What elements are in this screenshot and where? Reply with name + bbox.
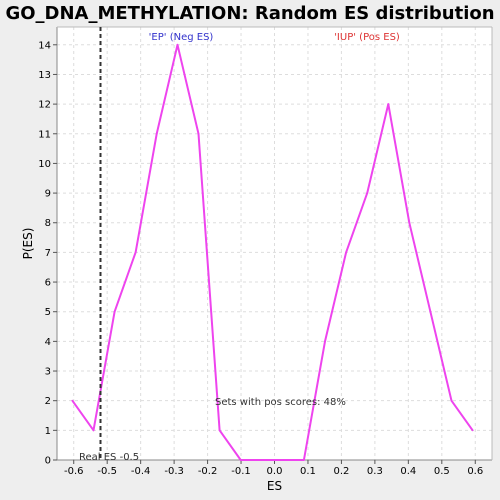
y-tick-label: 8 <box>45 218 51 229</box>
y-tick-label: 9 <box>45 189 51 200</box>
x-tick-label: 0.0 <box>267 466 283 477</box>
es-distribution-line <box>71 43 474 461</box>
x-tick-label: 0.2 <box>333 466 349 477</box>
data-point <box>408 221 411 224</box>
data-point <box>134 251 137 254</box>
data-point <box>176 43 179 46</box>
x-tick-label: 0.4 <box>400 466 416 477</box>
y-tick-label: 3 <box>45 367 51 378</box>
chart-title: GO_DNA_METHYLATION: Random ES distributi… <box>5 3 494 24</box>
y-tick-label: 14 <box>38 40 51 51</box>
data-point <box>324 340 326 343</box>
y-tick-label: 11 <box>38 129 51 140</box>
x-tick-label: -0.6 <box>64 466 84 477</box>
y-tick-label: 2 <box>45 396 51 407</box>
x-tick-label: 0.5 <box>434 466 450 477</box>
x-tick-label: -0.5 <box>97 466 117 477</box>
data-point <box>155 132 158 135</box>
x-tick-label: 0.3 <box>367 466 383 477</box>
neg-es-label: 'EP' (Neg ES) <box>149 32 214 43</box>
data-point <box>218 429 221 432</box>
data-point <box>260 459 263 461</box>
y-tick-label: 7 <box>45 248 51 259</box>
series-layer <box>71 43 474 461</box>
y-tick-label: 12 <box>38 100 51 111</box>
axis-ticks: -0.6 -0.5 -0.4 -0.3 -0.2 -0.1 0.0 0.1 0.2 0.3 0.4 0… <box>38 40 483 477</box>
x-tick-label: -0.3 <box>164 466 184 477</box>
data-point <box>113 310 116 313</box>
x-axis-label: ES <box>267 479 282 493</box>
data-point <box>345 251 348 254</box>
x-tick-label: -0.4 <box>131 466 151 477</box>
x-tick-label: -0.1 <box>231 466 251 477</box>
grid-lines <box>57 27 492 461</box>
x-tick-label: 0.6 <box>467 466 483 477</box>
y-tick-label: 13 <box>38 70 51 81</box>
x-tick-label: 0.1 <box>300 466 316 477</box>
pos-scores-annotation: Sets with pos scores: 48% <box>215 397 346 408</box>
real-es-label: Real ES -0.5 <box>79 452 139 463</box>
data-point <box>239 459 242 461</box>
data-point <box>303 459 305 461</box>
y-tick-label: 5 <box>45 307 51 318</box>
y-tick-label: 1 <box>45 426 51 437</box>
y-axis-label: P(ES) <box>21 228 35 260</box>
data-point <box>281 459 284 461</box>
pos-es-label: 'IUP' (Pos ES) <box>334 32 400 43</box>
y-tick-label: 10 <box>38 159 51 170</box>
data-point <box>71 399 74 402</box>
data-point <box>366 192 369 194</box>
x-tick-label: -0.2 <box>198 466 218 477</box>
data-point <box>471 429 474 432</box>
data-point <box>387 103 390 106</box>
data-point <box>197 132 200 135</box>
data-point <box>92 429 95 432</box>
data-point <box>429 310 432 313</box>
y-tick-label: 0 <box>45 456 51 467</box>
y-tick-label: 4 <box>45 337 51 348</box>
data-point <box>450 399 453 402</box>
y-tick-label: 6 <box>45 278 51 289</box>
